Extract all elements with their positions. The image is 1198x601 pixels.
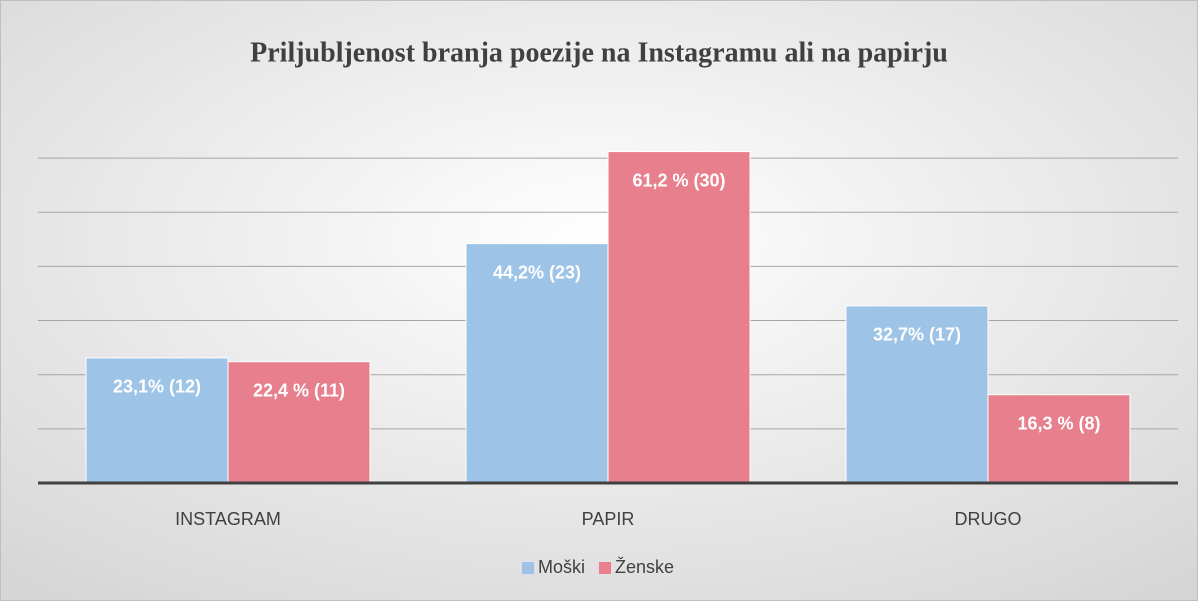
value-label: 23,1% (12) <box>113 377 201 397</box>
legend-label: Ženske <box>615 557 674 577</box>
bar <box>465 243 609 484</box>
chart-title: Priljubljenost branja poezije na Instagr… <box>250 37 948 68</box>
x-tick-label: INSTAGRAM <box>175 509 281 529</box>
value-label: 16,3 % (8) <box>1017 413 1100 433</box>
bar <box>987 394 1131 484</box>
value-label: 32,7% (17) <box>873 325 961 345</box>
value-label: 22,4 % (11) <box>253 380 345 400</box>
bar <box>845 305 989 484</box>
bar <box>607 151 751 484</box>
x-tick-label: PAPIR <box>582 509 635 529</box>
bar <box>227 361 371 484</box>
value-label: 44,2% (23) <box>493 262 581 282</box>
bar <box>85 357 229 484</box>
value-label: 61,2 % (30) <box>632 170 725 190</box>
legend-swatch <box>599 562 612 574</box>
x-tick-label: DRUGO <box>955 509 1022 529</box>
legend-label: Moški <box>538 557 585 577</box>
legend-swatch <box>522 562 534 574</box>
